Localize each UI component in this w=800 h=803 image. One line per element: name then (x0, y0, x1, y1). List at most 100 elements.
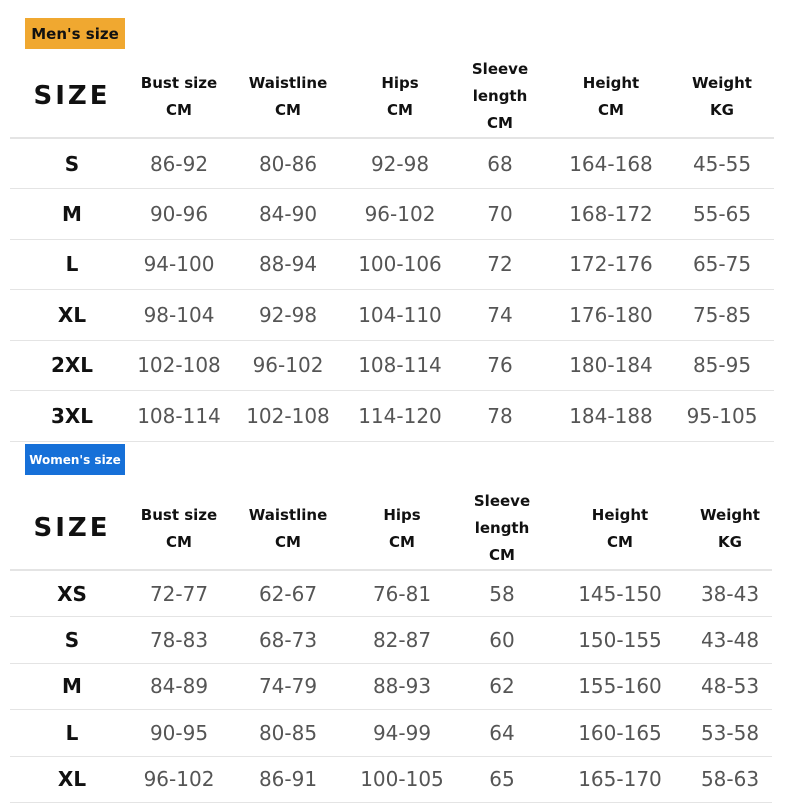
column-label: Sleeve length (473, 492, 531, 537)
measurement-cell: 96-102 (364, 201, 436, 226)
column-label: Hips (381, 73, 419, 92)
measurement-cell: 164-168 (569, 151, 653, 176)
size-label: XS (57, 581, 87, 606)
measurement-cell: 88-93 (372, 674, 432, 699)
measurement-cell: 114-120 (358, 403, 442, 428)
column-label: Weight (700, 505, 760, 524)
table-row: M 90-96 84-90 96-102 70 168-172 55-65 (10, 189, 774, 239)
measurement-cell: 85-95 (692, 353, 752, 378)
measurement-cell: 58-63 (700, 767, 760, 792)
measurement-cell: 64 (489, 720, 515, 745)
measurement-cell: 160-165 (578, 720, 662, 745)
measurement-cell: 80-86 (258, 151, 318, 176)
column-label: Waistline (248, 73, 328, 92)
column-unit: CM (389, 532, 415, 551)
column-label: Height (591, 505, 649, 524)
column-header: Height CM (552, 56, 670, 138)
measurement-cell: 94-99 (372, 720, 432, 745)
column-unit: CM (387, 100, 413, 119)
measurement-cell: 48-53 (700, 674, 760, 699)
mens-size-badge: Men's size (25, 18, 125, 49)
measurement-cell: 176-180 (569, 302, 653, 327)
measurement-cell: 102-108 (137, 353, 221, 378)
measurement-cell: 68-73 (258, 627, 318, 652)
size-label: L (65, 720, 79, 745)
table-row: M 84-89 74-79 88-93 62 155-160 48-53 (10, 663, 772, 710)
column-unit: CM (487, 114, 513, 132)
measurement-cell: 62-67 (258, 581, 318, 606)
measurement-cell: 172-176 (569, 252, 653, 277)
measurement-cell: 180-184 (569, 353, 653, 378)
measurement-cell: 80-85 (258, 720, 318, 745)
measurement-cell: 74-79 (258, 674, 318, 699)
column-unit: CM (598, 100, 624, 119)
measurement-cell: 72-77 (149, 581, 209, 606)
measurement-cell: 38-43 (700, 581, 760, 606)
measurement-cell: 184-188 (569, 403, 653, 428)
measurement-cell: 108-114 (137, 403, 221, 428)
column-header: Bust size CM (134, 56, 224, 138)
column-unit: KG (718, 532, 742, 551)
column-unit: CM (166, 532, 192, 551)
measurement-cell: 82-87 (372, 627, 432, 652)
size-label: 2XL (50, 353, 94, 378)
measurement-cell: 92-98 (370, 151, 430, 176)
size-label: M (62, 201, 82, 226)
measurement-cell: 62 (489, 674, 515, 699)
measurement-cell: 95-105 (686, 403, 758, 428)
table-row: L 94-100 88-94 100-106 72 172-176 65-75 (10, 239, 774, 290)
measurement-cell: 100-105 (360, 767, 444, 792)
column-header: Sleeve length CM (448, 56, 552, 138)
size-label: S (64, 627, 80, 652)
column-header: Bust size CM (134, 488, 224, 570)
table-row: XS 72-77 62-67 76-81 58 145-150 38-43 (10, 570, 772, 617)
measurement-cell: 165-170 (578, 767, 662, 792)
table-row: S 78-83 68-73 82-87 60 150-155 43-48 (10, 617, 772, 663)
measurement-cell: 155-160 (578, 674, 662, 699)
measurement-cell: 90-95 (149, 720, 209, 745)
measurement-cell: 76 (487, 353, 513, 378)
measurement-cell: 98-104 (143, 302, 215, 327)
measurement-cell: 150-155 (578, 627, 662, 652)
column-header: Waistline CM (224, 488, 352, 570)
measurement-cell: 86-92 (149, 151, 209, 176)
table-row: 3XL 108-114 102-108 114-120 78 184-188 95-105 (10, 391, 774, 441)
measurement-cell: 84-90 (258, 201, 318, 226)
measurement-cell: 108-114 (358, 353, 442, 378)
measurement-cell: 45-55 (692, 151, 752, 176)
measurement-cell: 86-91 (258, 767, 318, 792)
column-unit: CM (166, 100, 192, 119)
size-label: XL (57, 767, 87, 792)
measurement-cell: 72 (487, 252, 513, 277)
header-row: SIZE Bust size CM Waistline CM Hips CM Sleeve l… (10, 56, 774, 138)
mens-size-table: SIZE Bust size CM Waistline CM Hips CM Sleeve l… (10, 56, 774, 442)
column-header: Waistline CM (224, 56, 352, 138)
measurement-cell: 78 (487, 403, 513, 428)
measurement-cell: 70 (487, 201, 513, 226)
measurement-cell: 92-98 (258, 302, 318, 327)
measurement-cell: 43-48 (700, 627, 760, 652)
column-header: Height CM (552, 488, 688, 570)
measurement-cell: 53-58 (700, 720, 760, 745)
measurement-cell: 60 (489, 627, 515, 652)
column-unit: CM (489, 546, 515, 564)
measurement-cell: 74 (487, 302, 513, 327)
size-label: M (62, 674, 82, 699)
column-header: Weight KG (670, 56, 774, 138)
column-label: Weight (692, 73, 752, 92)
measurement-cell: 102-108 (246, 403, 330, 428)
table-row: XL 98-104 92-98 104-110 74 176-180 75-85 (10, 290, 774, 340)
measurement-cell: 104-110 (358, 302, 442, 327)
table-row: 2XL 102-108 96-102 108-114 76 180-184 85-95 (10, 340, 774, 391)
table-row: XL 96-102 86-91 100-105 65 165-170 58-63 (10, 756, 772, 803)
measurement-cell: 88-94 (258, 252, 318, 277)
measurement-cell: 75-85 (692, 302, 752, 327)
measurement-cell: 100-106 (358, 252, 442, 277)
measurement-cell: 68 (487, 151, 513, 176)
column-label: Hips (383, 505, 421, 524)
column-unit: CM (275, 100, 301, 119)
column-label: Sleeve length (471, 60, 529, 105)
measurement-cell: 96-102 (143, 767, 215, 792)
column-header: Hips CM (352, 488, 452, 570)
column-label: Height (582, 73, 640, 92)
